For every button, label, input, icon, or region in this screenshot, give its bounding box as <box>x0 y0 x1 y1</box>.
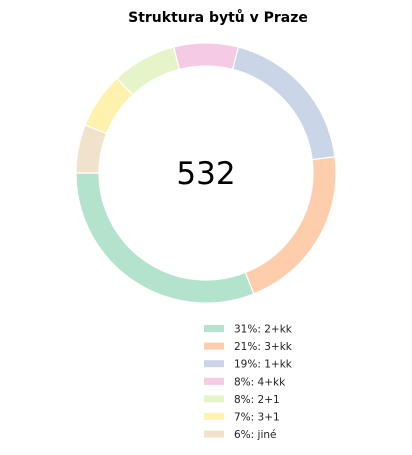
donut-slice-1 <box>75 172 255 304</box>
legend-swatch-7 <box>204 430 224 438</box>
legend-swatch-1 <box>204 325 224 332</box>
legend-label-2: 21%: 3+kk <box>234 341 293 353</box>
legend-label-6: 7%: 3+1 <box>234 412 280 424</box>
donut-slice-6 <box>84 77 134 135</box>
legend-swatch-4 <box>204 377 224 385</box>
legend-label-7: 6%: jiné <box>234 429 276 441</box>
legend-label-5: 8%: 2+1 <box>234 394 280 406</box>
legend-label-1: 31%: 2+kk <box>234 324 293 336</box>
center-total: 532 <box>176 156 235 192</box>
donut-slice-2 <box>244 156 337 295</box>
legend-swatch-6 <box>204 413 224 420</box>
legend-swatch-3 <box>204 360 224 368</box>
legend-label-4: 8%: 4+kk <box>234 376 286 388</box>
donut-slice-7 <box>75 124 108 174</box>
legend-swatch-2 <box>204 342 224 350</box>
donut-slices <box>75 42 337 304</box>
donut-slice-4 <box>172 42 240 71</box>
legend-label-3: 19%: 1+kk <box>234 359 293 371</box>
legend-swatch-5 <box>204 395 224 403</box>
donut-slice-3 <box>231 46 336 161</box>
legend: 31%: 2+kk 21%: 3+kk 19%: 1+kk 8%: 4+kk 8%: 2… <box>204 324 293 441</box>
chart-title: Struktura bytů v Praze <box>128 9 308 26</box>
